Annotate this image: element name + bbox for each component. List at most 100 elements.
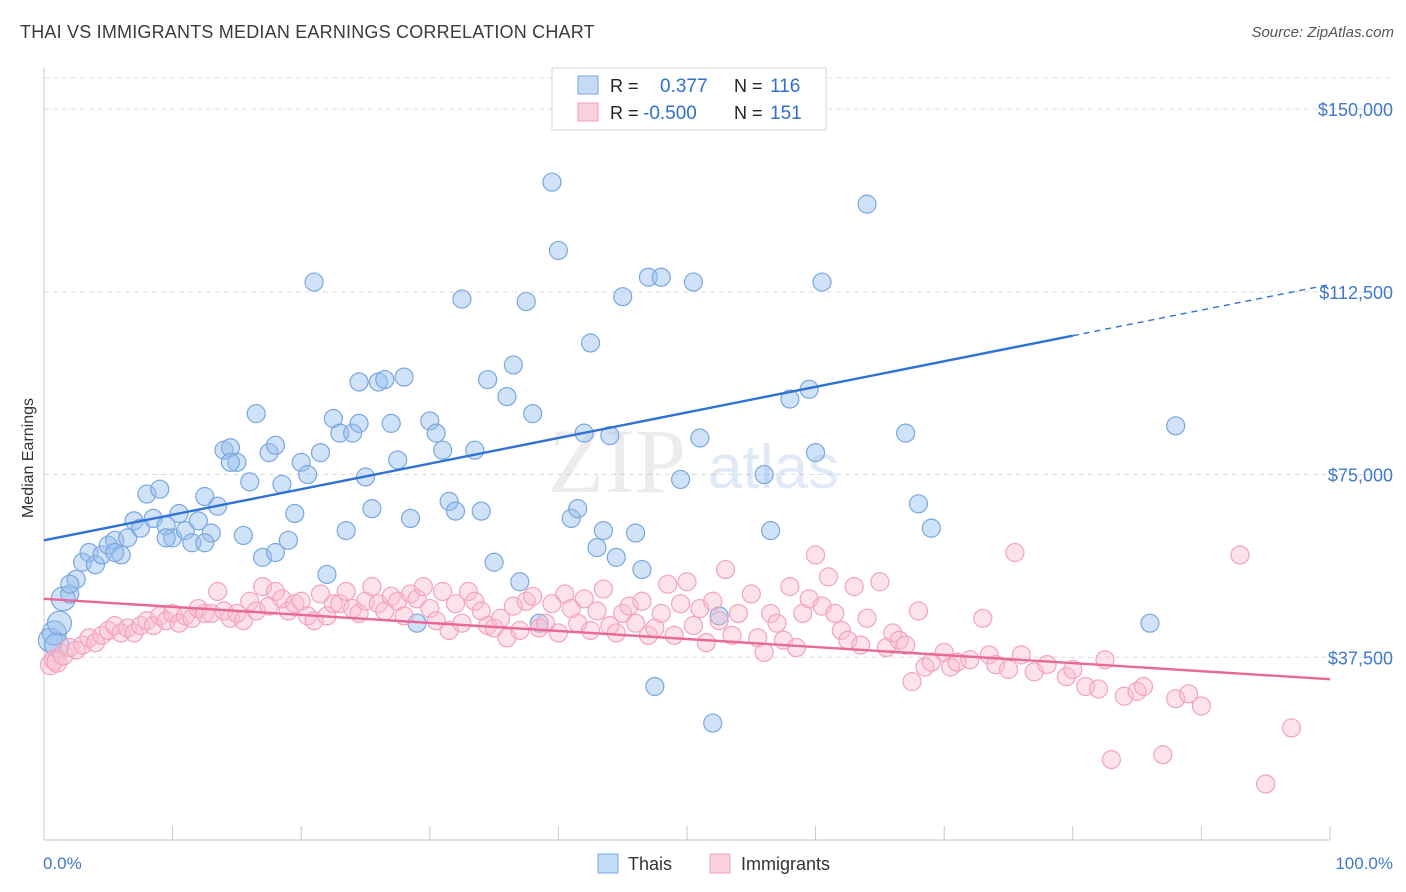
thais-point	[265, 542, 286, 563]
thais-point	[703, 713, 723, 733]
immigrants-point	[272, 589, 292, 609]
thais-point	[400, 508, 421, 529]
thais-point	[921, 518, 941, 538]
thais-point	[1140, 613, 1160, 633]
immigrants-point	[1166, 689, 1186, 709]
thais-point	[253, 547, 273, 567]
y-tick-label: $112,500	[1319, 283, 1393, 303]
thais-point	[388, 450, 408, 470]
thais-points	[37, 172, 1186, 733]
immigrants-point	[677, 572, 697, 592]
immigrants-point	[240, 591, 260, 611]
thais-point	[497, 386, 517, 407]
thais-point	[452, 289, 472, 309]
immigrants-point	[433, 581, 453, 602]
immigrants-point	[452, 613, 472, 633]
immigrants-point	[825, 603, 845, 624]
immigrants-point	[169, 613, 189, 633]
x-tick-label-min: 0.0%	[43, 854, 82, 873]
axes	[43, 68, 1331, 841]
thais-point	[195, 533, 215, 553]
immigrants-point	[574, 589, 594, 609]
immigrants-point	[580, 620, 601, 641]
thais-point	[471, 501, 491, 521]
thais-swatch	[577, 75, 599, 95]
thais-point	[812, 272, 832, 292]
immigrants-point	[786, 637, 806, 658]
thais-point	[291, 452, 311, 472]
immigrants-point	[883, 623, 903, 643]
immigrants-point	[227, 603, 247, 624]
immigrants-point	[728, 603, 749, 624]
immigrants-point	[85, 633, 106, 653]
thais-n-value: 116	[770, 76, 800, 97]
immigrants-point	[52, 644, 74, 666]
immigrants-point	[760, 603, 781, 624]
source-label: Source: ZipAtlas.com	[1251, 24, 1394, 41]
thais-point	[896, 423, 916, 443]
thais-point	[201, 523, 221, 543]
immigrants-point	[896, 635, 916, 655]
immigrants-point	[741, 584, 761, 604]
thais-point	[150, 479, 170, 499]
thais-point	[780, 389, 800, 409]
immigrants-point	[1101, 750, 1121, 770]
immigrants-point	[407, 589, 427, 609]
thais-point	[220, 452, 241, 472]
immigrants-point	[986, 654, 1006, 675]
immigrants-point	[1230, 545, 1250, 565]
immigrants-point	[818, 567, 839, 587]
immigrants-point	[632, 591, 652, 611]
thais-point	[478, 369, 498, 390]
thais-point	[375, 369, 395, 390]
immigrants-point	[330, 594, 350, 614]
thais-point	[246, 404, 266, 424]
thais-point	[394, 367, 414, 387]
thais-point	[362, 499, 382, 519]
thais-point	[130, 518, 151, 538]
thais-point	[298, 464, 318, 485]
y-tick-label: $37,500	[1328, 648, 1393, 668]
immigrants-point	[535, 613, 556, 633]
immigrants-point	[548, 623, 569, 643]
watermark-atlas: atlas	[708, 433, 839, 502]
immigrants-r-value: -0.500	[643, 103, 697, 124]
thais-point	[1166, 416, 1186, 436]
thais-point	[857, 194, 877, 214]
immigrants-point	[754, 642, 774, 663]
thais-point	[503, 355, 523, 375]
immigrants-point	[767, 613, 787, 633]
immigrants-point	[908, 601, 929, 621]
immigrants-point	[715, 559, 736, 580]
thais-point	[317, 564, 337, 585]
thais-point	[632, 559, 652, 580]
thais-point	[175, 520, 196, 541]
immigrants-point	[1281, 718, 1302, 738]
immigrants-point	[683, 616, 704, 636]
immigrants-point	[503, 596, 523, 616]
immigrants-point	[696, 633, 716, 653]
immigrants-point	[1153, 745, 1173, 765]
immigrants-point	[709, 611, 729, 631]
thais-point	[683, 272, 704, 292]
immigrants-point	[998, 659, 1019, 680]
immigrants-point	[1056, 667, 1076, 687]
legend-thais-label: Thais	[628, 854, 672, 874]
immigrants-point	[182, 608, 202, 628]
thais-point	[510, 572, 530, 592]
immigrants-point	[1063, 659, 1083, 680]
immigrants-point	[587, 601, 607, 621]
thais-point	[240, 472, 260, 492]
immigrants-point	[124, 623, 144, 643]
immigrants-point	[420, 598, 440, 619]
x-tick-label-max: 100.0%	[1335, 854, 1393, 873]
thais-point	[188, 511, 208, 531]
thais-point	[439, 491, 459, 511]
immigrants-point	[445, 594, 466, 614]
thais-r-value: 0.377	[660, 76, 708, 97]
thais-point	[233, 525, 253, 546]
immigrants-point	[143, 616, 163, 636]
y-tick-label: $150,000	[1318, 100, 1393, 120]
thais-point	[60, 574, 80, 594]
thais-point	[908, 494, 929, 514]
